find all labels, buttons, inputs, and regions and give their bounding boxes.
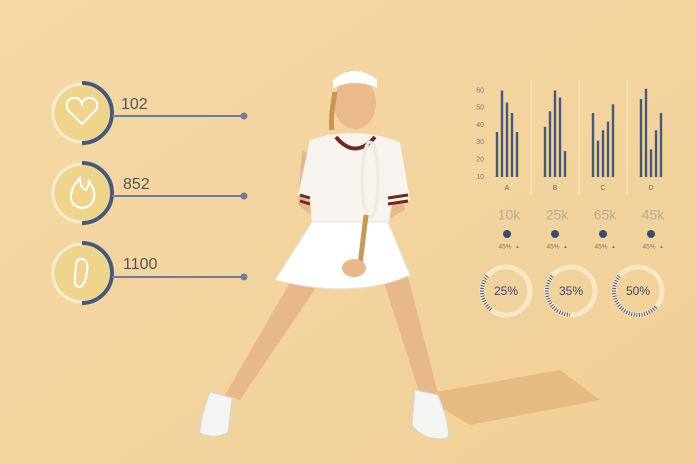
metric-value: 1100 bbox=[123, 256, 158, 273]
bar bbox=[500, 90, 504, 177]
bar bbox=[654, 130, 658, 177]
bar bbox=[644, 88, 648, 177]
gauge-arc bbox=[545, 274, 571, 317]
gauge-arc bbox=[612, 274, 659, 317]
bar bbox=[495, 132, 499, 177]
stat-total: 10k bbox=[498, 207, 522, 223]
bar bbox=[505, 102, 509, 177]
bar bbox=[510, 112, 514, 177]
change-caret bbox=[660, 245, 663, 248]
metric-value: 852 bbox=[123, 176, 150, 193]
bar bbox=[649, 149, 653, 177]
y-tick-label: 60 bbox=[476, 87, 484, 94]
stat-dot bbox=[551, 230, 559, 238]
metric-icons bbox=[51, 81, 248, 305]
gauge-label: 25% bbox=[494, 284, 518, 298]
category-label: B bbox=[553, 185, 558, 192]
bar bbox=[601, 130, 605, 177]
y-tick-label: 10 bbox=[476, 174, 484, 181]
bar bbox=[543, 126, 547, 177]
stat-total: 65k bbox=[594, 207, 618, 223]
bar bbox=[606, 121, 610, 177]
y-tick-label: 30 bbox=[476, 139, 484, 146]
chart-separators bbox=[530, 80, 628, 195]
stat-change: 45% bbox=[498, 244, 511, 251]
bar bbox=[591, 112, 595, 177]
metric-value: 102 bbox=[121, 96, 148, 113]
bar bbox=[596, 140, 600, 177]
stat-change: 45% bbox=[642, 244, 655, 251]
gauge-label: 35% bbox=[559, 284, 583, 298]
stat-dot bbox=[599, 230, 607, 238]
stat-change: 45% bbox=[546, 244, 559, 251]
player-figure bbox=[199, 71, 600, 440]
stat-dot bbox=[647, 230, 655, 238]
bar bbox=[639, 99, 643, 177]
change-caret bbox=[612, 245, 615, 248]
category-label: D bbox=[648, 185, 653, 192]
gauge-label: 50% bbox=[626, 284, 650, 298]
bar bbox=[611, 104, 615, 177]
y-tick-label: 20 bbox=[476, 157, 484, 164]
bar bbox=[548, 111, 552, 177]
bar bbox=[553, 90, 557, 177]
bar bbox=[515, 132, 519, 177]
y-tick-label: 50 bbox=[476, 105, 484, 112]
category-label: A bbox=[505, 185, 510, 192]
bar bbox=[558, 97, 562, 177]
stat-total: 45k bbox=[642, 207, 666, 223]
y-tick-label: 40 bbox=[476, 122, 484, 129]
bar bbox=[659, 112, 663, 177]
stat-dot bbox=[503, 230, 511, 238]
bar bbox=[563, 151, 567, 177]
change-caret bbox=[564, 245, 567, 248]
stat-change: 45% bbox=[594, 244, 607, 251]
change-caret bbox=[516, 245, 519, 248]
category-label: C bbox=[600, 185, 605, 192]
stat-total: 25k bbox=[546, 207, 570, 223]
gauge-arc bbox=[480, 274, 493, 312]
